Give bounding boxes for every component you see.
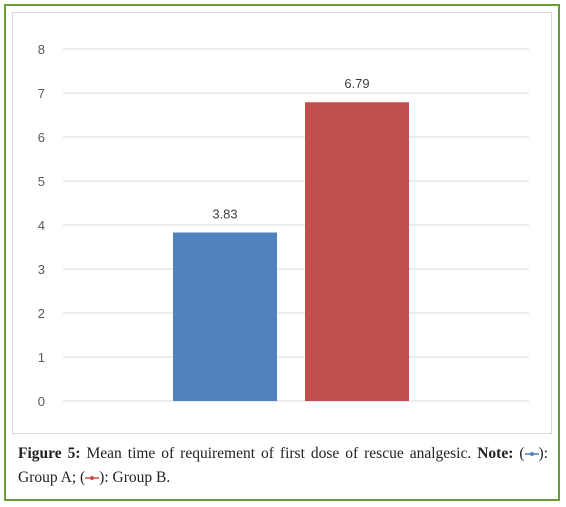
bars (173, 102, 409, 402)
paren-open: ( (513, 445, 525, 462)
data-label: 6.79 (344, 76, 369, 91)
data-label: 3.83 (212, 206, 237, 221)
y-tick-label: 5 (38, 174, 45, 189)
group-a-text: ): Group A; ( (18, 445, 548, 486)
group-a-legend-icon (524, 452, 539, 457)
bar-group-b (305, 102, 409, 402)
y-tick-label: 7 (38, 86, 45, 101)
y-axis-ticks: 0 1 2 3 4 5 6 7 8 (38, 42, 45, 409)
y-tick-label: 4 (38, 218, 45, 233)
note-label: Note: (477, 445, 514, 462)
y-tick-label: 1 (38, 350, 45, 365)
y-tick-label: 0 (38, 394, 45, 409)
chart-area: 0 1 2 3 4 5 6 7 8 3.83 6.79 (12, 12, 552, 434)
y-tick-label: 2 (38, 306, 45, 321)
bar-chart: 0 1 2 3 4 5 6 7 8 3.83 6.79 (38, 42, 529, 409)
gridlines (63, 48, 529, 402)
group-b-legend-icon (85, 476, 100, 481)
y-tick-label: 3 (38, 262, 45, 277)
y-tick-label: 6 (38, 130, 45, 145)
y-tick-label: 8 (38, 42, 45, 57)
figure-label: Figure 5: (18, 445, 81, 462)
figure-frame: 0 1 2 3 4 5 6 7 8 3.83 6.79 Figure 5: Mean time o… (4, 4, 560, 501)
group-b-text: ): Group B. (99, 469, 171, 486)
data-labels: 3.83 6.79 (212, 76, 369, 221)
figure-caption: Figure 5: Mean time of requirement of fi… (18, 442, 548, 490)
bar-group-a (173, 232, 277, 401)
caption-text: Mean time of requirement of first dose o… (80, 445, 478, 462)
